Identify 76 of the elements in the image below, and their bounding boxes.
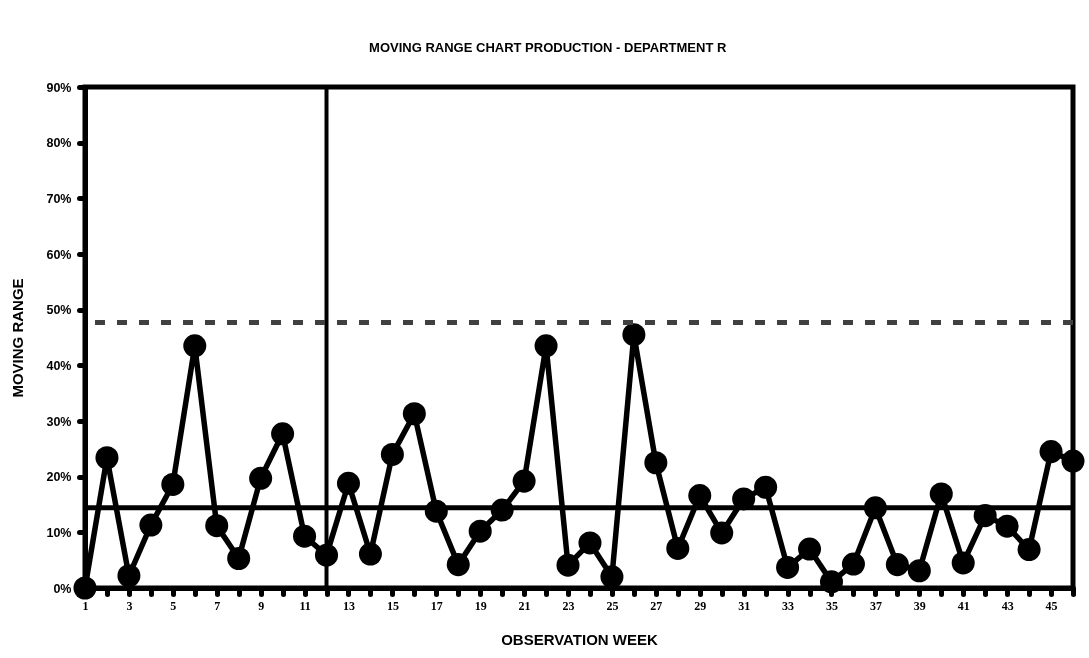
point (929, 482, 953, 506)
x-tick-label: 31 (738, 598, 751, 613)
point (556, 553, 580, 577)
y-tick-label: 60% (46, 247, 72, 262)
point (754, 475, 778, 499)
point (776, 555, 800, 579)
point (380, 442, 404, 466)
point (161, 472, 185, 496)
point (798, 537, 822, 561)
x-tick-label: 41 (957, 598, 970, 613)
point (666, 536, 690, 560)
point (534, 334, 558, 358)
point (622, 323, 646, 347)
y-tick-label: 40% (46, 358, 72, 373)
x-tick-label: 9 (258, 598, 265, 613)
x-tick-label: 23 (562, 598, 575, 613)
x-tick-label: 27 (650, 598, 663, 613)
x-axis-title: OBSERVATION WEEK (501, 630, 658, 648)
x-tick-label: 3 (126, 598, 133, 613)
x-tick-label: 13 (342, 598, 355, 613)
point (688, 484, 712, 508)
x-tick-label: 7 (214, 598, 221, 613)
point (271, 422, 295, 446)
point (249, 466, 273, 490)
y-tick-label: 80% (46, 136, 72, 151)
point (578, 531, 602, 555)
point (402, 402, 426, 426)
x-tick-label: 45 (1045, 598, 1058, 613)
x-tick-label: 1 (82, 598, 89, 613)
point (336, 471, 360, 495)
point (446, 553, 470, 577)
point (1039, 440, 1063, 464)
x-tick-label: 33 (782, 598, 795, 613)
x-tick-label: 19 (474, 598, 487, 613)
point (841, 552, 865, 576)
point (183, 334, 207, 358)
point (644, 451, 668, 475)
chart-title: MOVING RANGE CHART PRODUCTION - DEPARTMENT R (369, 40, 727, 55)
point (819, 570, 843, 594)
point (117, 564, 141, 588)
point (1061, 449, 1085, 473)
point (907, 559, 931, 583)
y-tick-label: 30% (46, 414, 72, 429)
x-tick-label: 25 (606, 598, 619, 613)
x-tick-label: 29 (694, 598, 707, 613)
x-tick-label: 35 (825, 598, 838, 613)
point (710, 521, 734, 545)
point (227, 547, 251, 570)
x-tick-label: 37 (869, 598, 882, 613)
x-tick-label: 17 (430, 598, 443, 613)
x-tick-label: 11 (299, 598, 311, 613)
point (139, 513, 163, 537)
point (1017, 538, 1041, 562)
x-tick-label: 5 (170, 598, 177, 613)
point (293, 524, 317, 548)
point (885, 553, 909, 577)
x-tick-label: 43 (1001, 598, 1014, 613)
point (951, 551, 975, 575)
y-tick-label: 90% (46, 80, 72, 95)
x-tick-label: 21 (518, 598, 531, 613)
x-tick-label: 15 (386, 598, 399, 613)
y-tick-label: 70% (46, 191, 72, 206)
point (995, 514, 1019, 538)
point (73, 576, 97, 600)
y-tick-label: 10% (46, 525, 72, 540)
point (358, 542, 382, 566)
x-tick-label: 39 (913, 598, 926, 613)
point (600, 565, 624, 589)
y-tick-label: 20% (46, 470, 72, 485)
point (205, 514, 229, 538)
point (512, 469, 536, 493)
y-tick-label: 0% (53, 581, 72, 596)
point (95, 446, 119, 470)
y-axis-title: MOVING RANGE (9, 278, 27, 398)
point (468, 519, 492, 543)
y-tick-label: 50% (46, 303, 72, 318)
